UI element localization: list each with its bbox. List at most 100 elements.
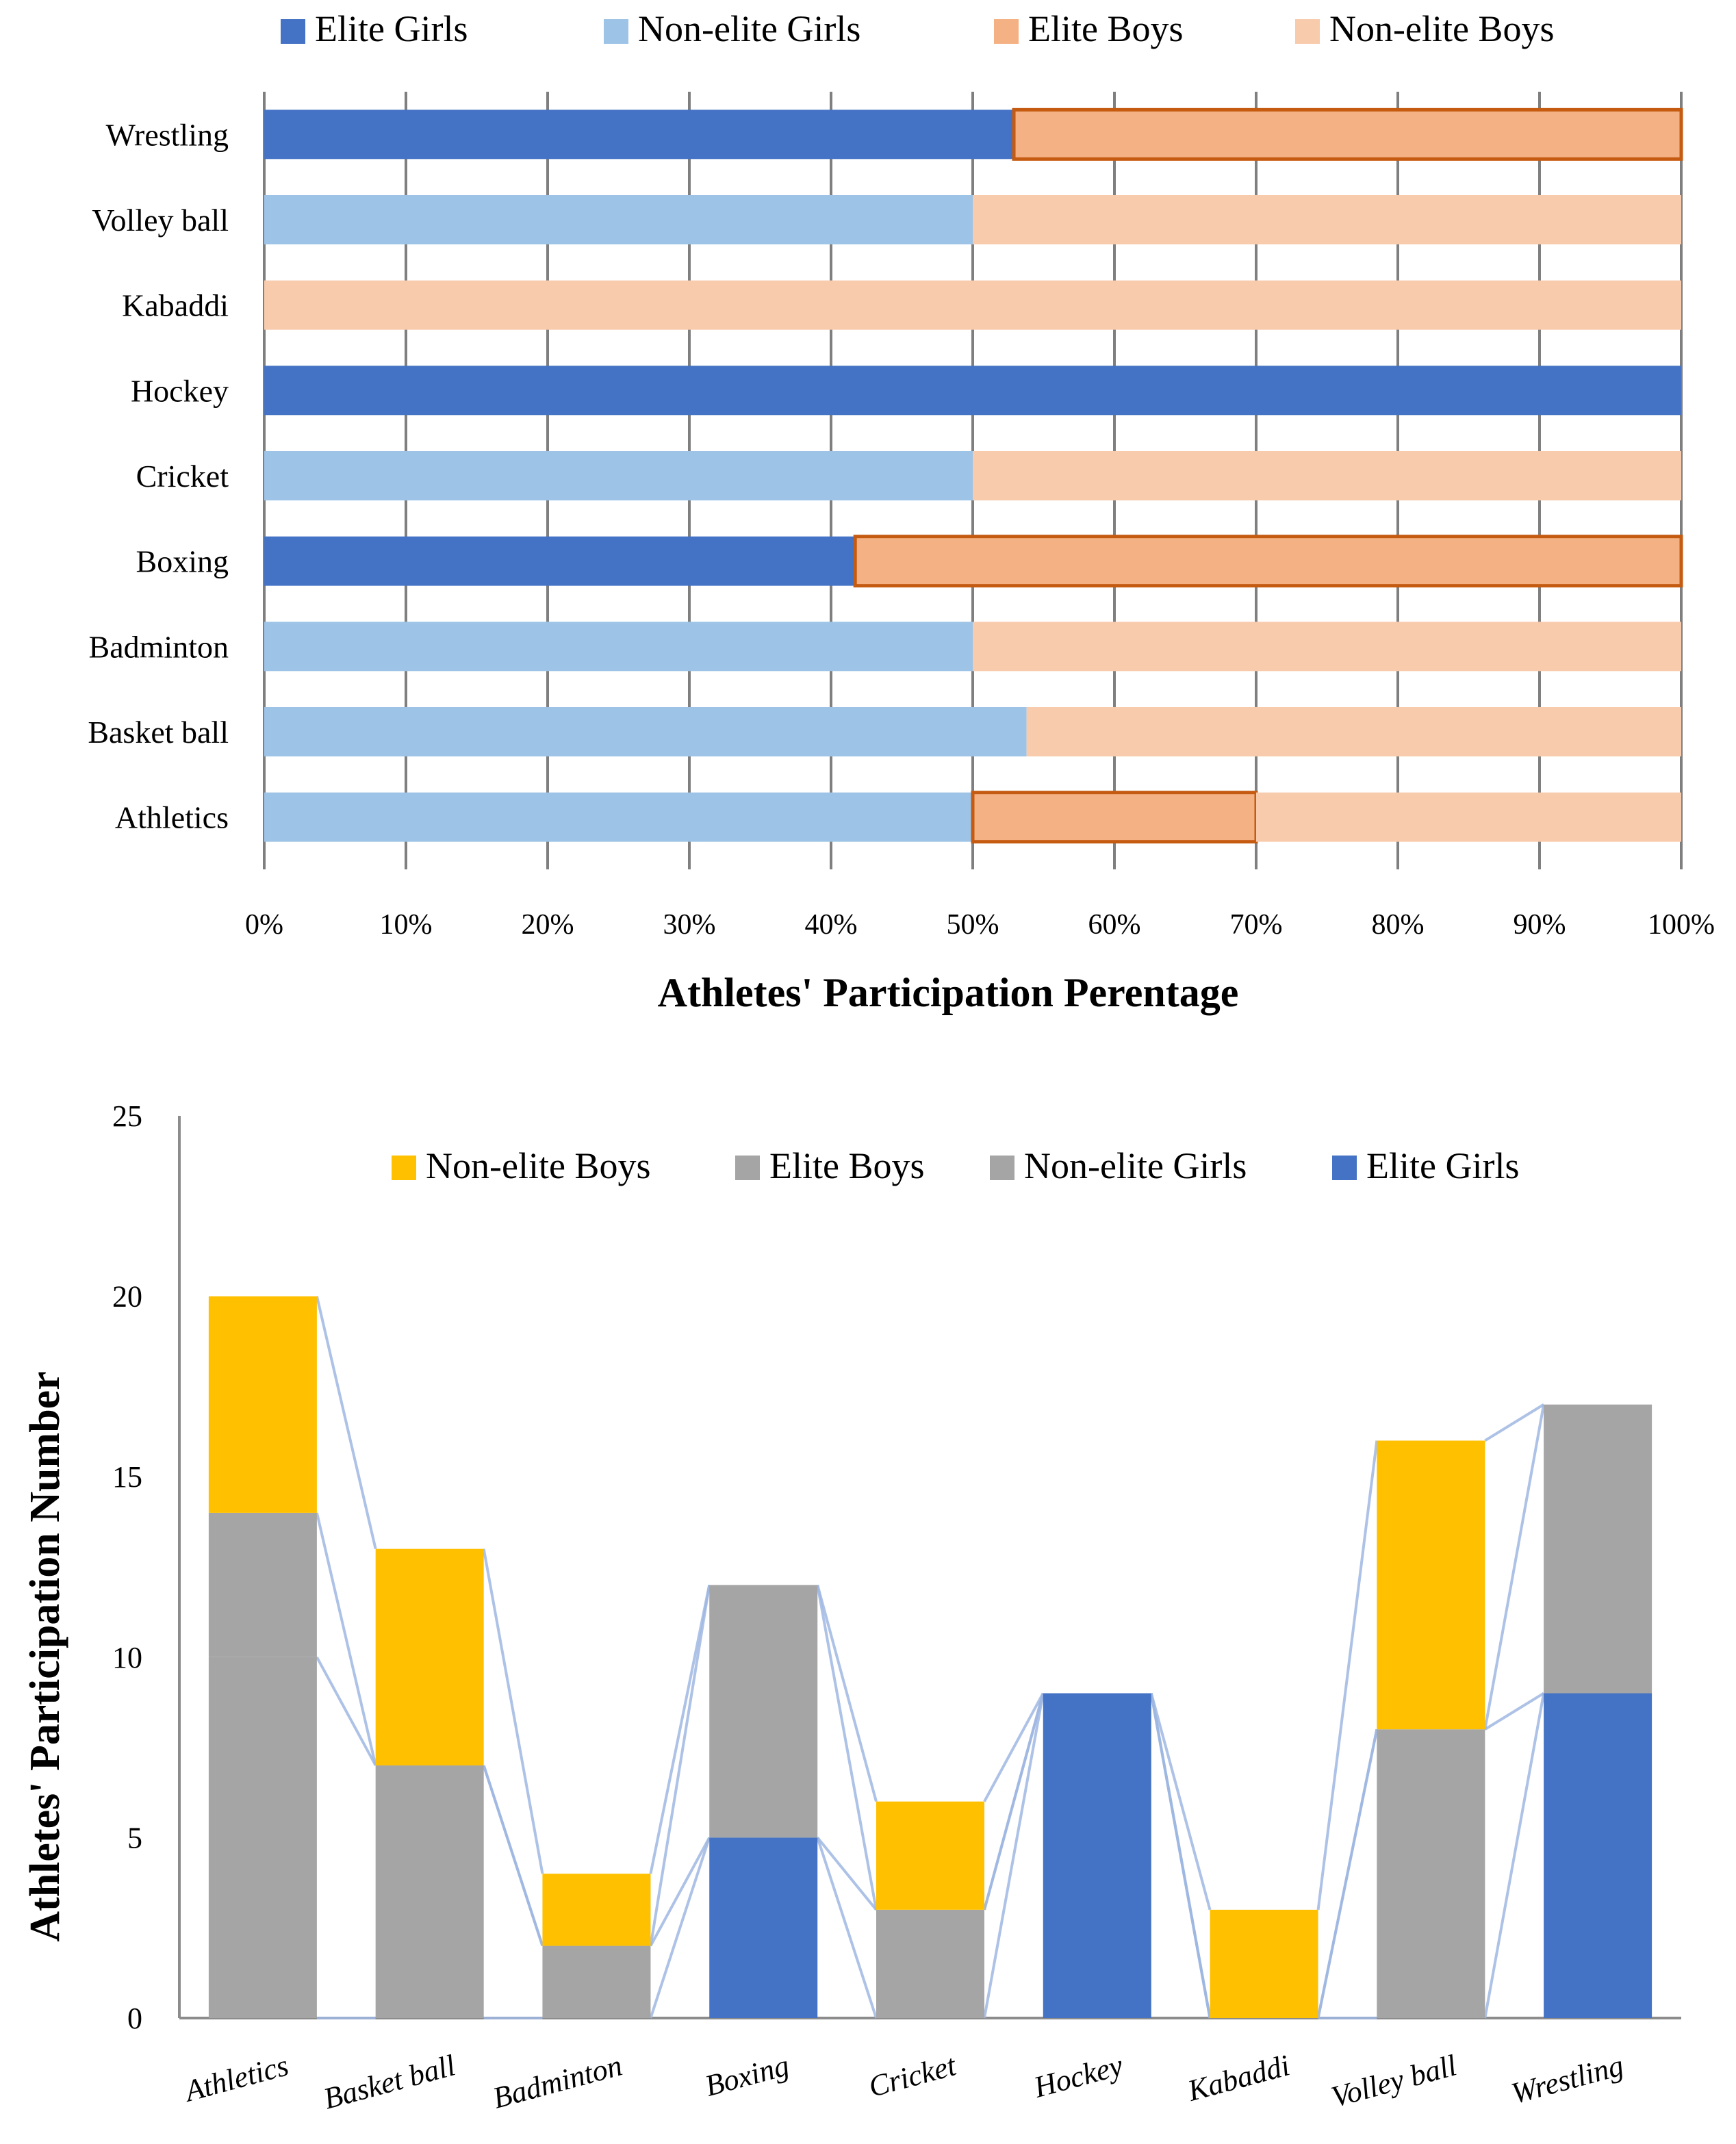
bar-kabaddi-non-elite-boys [264, 280, 1681, 330]
legend-swatch-elite-boys [994, 19, 1019, 44]
bar-athletics-non-elite-boys [208, 1296, 317, 1513]
bar-athletics-elite-boys [208, 1512, 317, 1657]
percentage-bar-chart: 0% 10% 20% 30% 40% 50% 60% 70% 80% 90% 100% Athleti… [88, 8, 1715, 1015]
series-line-elite-boys-badminton-to-boxing [649, 1585, 711, 1946]
y-tick-label-badminton: Badminton [89, 629, 229, 664]
bar-boxing-elite-girls [264, 536, 856, 586]
bar-wrestling-elite-girls [264, 110, 1014, 159]
legend-swatch-elite-boys [735, 1156, 760, 1180]
series-line-elite-boys-athletics-to-basket-ball [315, 1512, 377, 1766]
x-axis-title: Athletes' Participation Perentage [658, 970, 1239, 1015]
y-tick-label-volley-ball: Volley ball [92, 203, 229, 238]
series-line-non-elite-girls-badminton-to-boxing [649, 1837, 711, 1947]
bar-cricket-non-elite-girls [876, 1909, 984, 2018]
x-tick-label-0: 0% [245, 909, 283, 941]
bar-basket-ball-non-elite-boys [1026, 707, 1681, 756]
y-tick-label-kabaddi: Kabaddi [122, 288, 229, 323]
legend-label-non-elite-boys: Non-elite Boys [1329, 8, 1554, 49]
bar-hockey-elite-girls [1043, 1693, 1151, 2018]
series-line-non-elite-boys-cricket-to-hockey [983, 1692, 1045, 1802]
x-tick-label-100: 100% [1648, 909, 1715, 941]
series-line-non-elite-boys-athletics-to-basket-ball [315, 1296, 377, 1550]
legend-label-elite-boys: Elite Boys [1028, 8, 1184, 49]
participation-number-chart: 0 5 10 15 20 25 Athletics Basket ball Badminton B… [22, 1099, 1681, 2116]
series-line-non-elite-boys-volley-ball-to-wrestling [1484, 1403, 1545, 1442]
bar-basket-ball-non-elite-girls [264, 707, 1027, 756]
series-line-elite-girls-boxing-to-cricket [816, 1837, 878, 2019]
y-axis-title: Athletes' Participation Number [22, 1371, 68, 1941]
y-tick-label-15: 15 [112, 1460, 142, 1494]
x-tick-label-50: 50% [947, 909, 999, 941]
bar-volley-ball-non-elite-boys [973, 195, 1681, 244]
x-tick-label-90: 90% [1514, 909, 1566, 941]
x-tick-label-60: 60% [1088, 909, 1141, 941]
bar-badminton-non-elite-girls [264, 622, 973, 672]
x-tick-label-wrestling: Wrestling [1508, 2048, 1627, 2110]
series-line-non-elite-boys-kabaddi-to-volley-ball [1316, 1440, 1379, 1911]
series-line-elite-boys-cricket-to-hockey [983, 1692, 1045, 1911]
y-tick-label-0: 0 [127, 2002, 142, 2035]
bar-athletics-elite-boys [971, 791, 1258, 844]
bar-basket-ball-non-elite-boys [375, 1548, 484, 1765]
x-tick-label-70: 70% [1230, 909, 1283, 941]
x-tick-label-80: 80% [1372, 909, 1425, 941]
series-line-elite-boys-basket-ball-to-badminton [482, 1765, 544, 1947]
legend-label-elite-girls: Elite Girls [1366, 1145, 1519, 1186]
bar-volley-ball-non-elite-boys [1377, 1440, 1485, 1730]
bar-volley-ball-non-elite-girls [1377, 1729, 1485, 2018]
legend-label-elite-girls: Elite Girls [315, 8, 468, 49]
y-tick-label-cricket: Cricket [136, 459, 229, 494]
y-tick-label-basket-ball: Basket ball [88, 715, 229, 750]
x-tick-label-boxing: Boxing [702, 2048, 793, 2103]
y-tick-label-25: 25 [112, 1099, 142, 1133]
series-line-non-elite-girls-boxing-to-cricket [816, 1837, 878, 1911]
x-tick-label-badminton: Badminton [489, 2048, 626, 2115]
x-tick-label-basket-ball: Basket ball [320, 2048, 459, 2115]
x-tick-label-40: 40% [805, 909, 858, 941]
y-tick-label-wrestling: Wrestling [105, 117, 229, 152]
legend-label-non-elite-boys: Non-elite Boys [426, 1145, 650, 1186]
y-tick-label-20: 20 [112, 1280, 142, 1314]
bar-kabaddi-non-elite-boys [1210, 1909, 1318, 2018]
bar-athletics-non-elite-boys [1256, 792, 1681, 842]
bar-boxing-elite-boys [709, 1585, 818, 1838]
x-tick-label-kabaddi: Kabaddi [1184, 2048, 1293, 2108]
x-tick-label-20: 20% [522, 909, 574, 941]
bar-athletics-non-elite-girls [264, 792, 973, 842]
legend-swatch-non-elite-boys [392, 1156, 416, 1180]
series-line-non-elite-girls-volley-ball-to-wrestling [1484, 1692, 1545, 1731]
legend-swatch-elite-girls [281, 19, 305, 44]
series-line-elite-boys-kabaddi-to-volley-ball [1316, 1728, 1379, 2019]
y-tick-label-10: 10 [112, 1641, 142, 1674]
bar-badminton-non-elite-boys [973, 622, 1681, 672]
bar-wrestling-elite-boys [1012, 107, 1683, 161]
bar-wrestling-elite-girls [1544, 1693, 1652, 2018]
bar-cricket-non-elite-girls [264, 451, 973, 500]
x-tick-label-cricket: Cricket [865, 2048, 960, 2104]
series-line-non-elite-boys-basket-ball-to-badminton [482, 1548, 544, 1874]
series-line-elite-girls-badminton-to-boxing [649, 1837, 711, 2019]
series-line-non-elite-boys-hockey-to-kabaddi [1149, 1692, 1212, 1911]
y-tick-label-athletics: Athletics [115, 800, 229, 835]
legend-label-non-elite-girls: Non-elite Girls [638, 8, 860, 49]
bar-cricket-non-elite-boys [973, 451, 1681, 500]
bar-wrestling-elite-boys [1544, 1404, 1652, 1694]
bar-boxing-elite-boys [853, 535, 1683, 588]
legend-label-non-elite-girls: Non-elite Girls [1024, 1145, 1247, 1186]
legend-swatch-elite-girls [1332, 1156, 1357, 1180]
bar-cricket-non-elite-boys [876, 1801, 984, 1910]
x-tick-label-athletics: Athletics [179, 2048, 292, 2108]
x-tick-label-30: 30% [663, 909, 716, 941]
bar-badminton-non-elite-boys [542, 1874, 651, 1946]
bar-badminton-non-elite-girls [542, 1945, 651, 2018]
series-line-non-elite-boys-badminton-to-boxing [649, 1584, 711, 1874]
series-line-elite-boys-boxing-to-cricket [816, 1585, 878, 1911]
series-line-elite-boys-hockey-to-kabaddi [1149, 1693, 1212, 2019]
series-line-elite-boys-volley-ball-to-wrestling [1483, 1404, 1546, 1730]
series-line-non-elite-boys-boxing-to-cricket [816, 1584, 878, 1802]
bar-hockey-elite-girls [264, 366, 1681, 416]
legend-swatch-non-elite-girls [990, 1156, 1014, 1180]
bar-boxing-elite-girls [709, 1837, 818, 2018]
x-tick-label-volley-ball: Volley ball [1328, 2048, 1460, 2114]
